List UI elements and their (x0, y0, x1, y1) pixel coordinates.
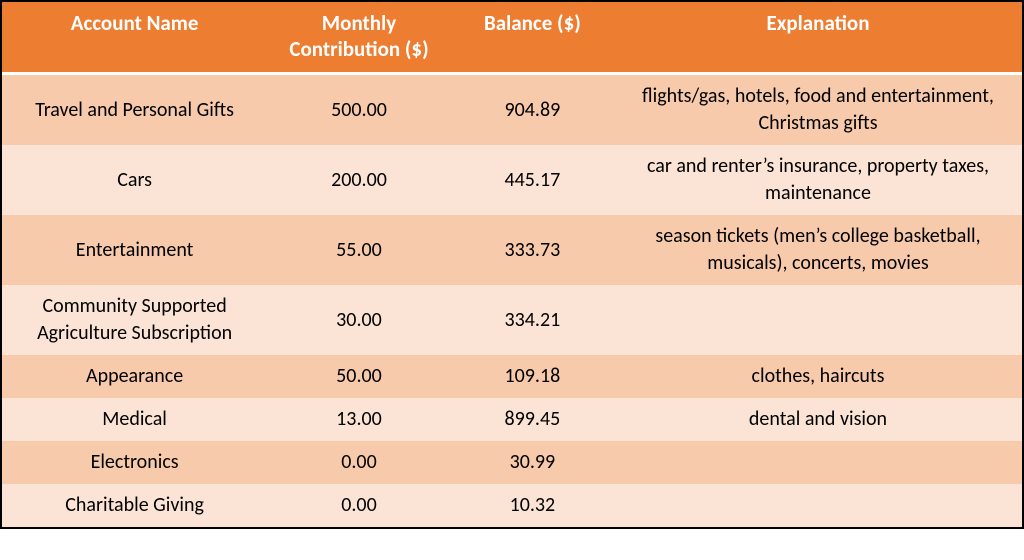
cell-contribution: 200.00 (267, 145, 451, 215)
col-header-balance: Balance ($) (451, 2, 614, 74)
cell-balance: 10.32 (451, 484, 614, 527)
cell-account-name: Appearance (2, 355, 267, 398)
cell-balance: 899.45 (451, 398, 614, 441)
cell-explanation (614, 285, 1022, 355)
accounts-table: Account Name Monthly Contribution ($) Ba… (2, 2, 1022, 527)
cell-explanation (614, 484, 1022, 527)
col-header-explanation: Explanation (614, 2, 1022, 74)
cell-contribution: 0.00 (267, 484, 451, 527)
table-row: Appearance 50.00 109.18 clothes, haircut… (2, 355, 1022, 398)
cell-balance: 904.89 (451, 74, 614, 146)
table-row: Charitable Giving 0.00 10.32 (2, 484, 1022, 527)
cell-explanation: car and renter’s insurance, property tax… (614, 145, 1022, 215)
table-row: Electronics 0.00 30.99 (2, 441, 1022, 484)
cell-contribution: 50.00 (267, 355, 451, 398)
cell-account-name: Community Supported Agriculture Subscrip… (2, 285, 267, 355)
cell-explanation (614, 441, 1022, 484)
table-row: Medical 13.00 899.45 dental and vision (2, 398, 1022, 441)
col-header-account-name: Account Name (2, 2, 267, 74)
cell-account-name: Entertainment (2, 215, 267, 285)
cell-contribution: 0.00 (267, 441, 451, 484)
cell-account-name: Travel and Personal Gifts (2, 74, 267, 146)
cell-contribution: 500.00 (267, 74, 451, 146)
cell-contribution: 30.00 (267, 285, 451, 355)
cell-contribution: 55.00 (267, 215, 451, 285)
cell-explanation: season tickets (men’s college basketball… (614, 215, 1022, 285)
cell-balance: 334.21 (451, 285, 614, 355)
table-header-row: Account Name Monthly Contribution ($) Ba… (2, 2, 1022, 74)
table-row: Travel and Personal Gifts 500.00 904.89 … (2, 74, 1022, 146)
col-header-monthly-contribution: Monthly Contribution ($) (267, 2, 451, 74)
table-row: Community Supported Agriculture Subscrip… (2, 285, 1022, 355)
cell-explanation: dental and vision (614, 398, 1022, 441)
cell-account-name: Medical (2, 398, 267, 441)
cell-contribution: 13.00 (267, 398, 451, 441)
cell-balance: 333.73 (451, 215, 614, 285)
cell-balance: 445.17 (451, 145, 614, 215)
table-row: Entertainment 55.00 333.73 season ticket… (2, 215, 1022, 285)
table-body: Travel and Personal Gifts 500.00 904.89 … (2, 74, 1022, 528)
cell-account-name: Cars (2, 145, 267, 215)
cell-account-name: Electronics (2, 441, 267, 484)
cell-explanation: clothes, haircuts (614, 355, 1022, 398)
accounts-table-container: Account Name Monthly Contribution ($) Ba… (0, 0, 1024, 529)
cell-balance: 30.99 (451, 441, 614, 484)
table-row: Cars 200.00 445.17 car and renter’s insu… (2, 145, 1022, 215)
cell-explanation: flights/gas, hotels, food and entertainm… (614, 74, 1022, 146)
cell-balance: 109.18 (451, 355, 614, 398)
cell-account-name: Charitable Giving (2, 484, 267, 527)
